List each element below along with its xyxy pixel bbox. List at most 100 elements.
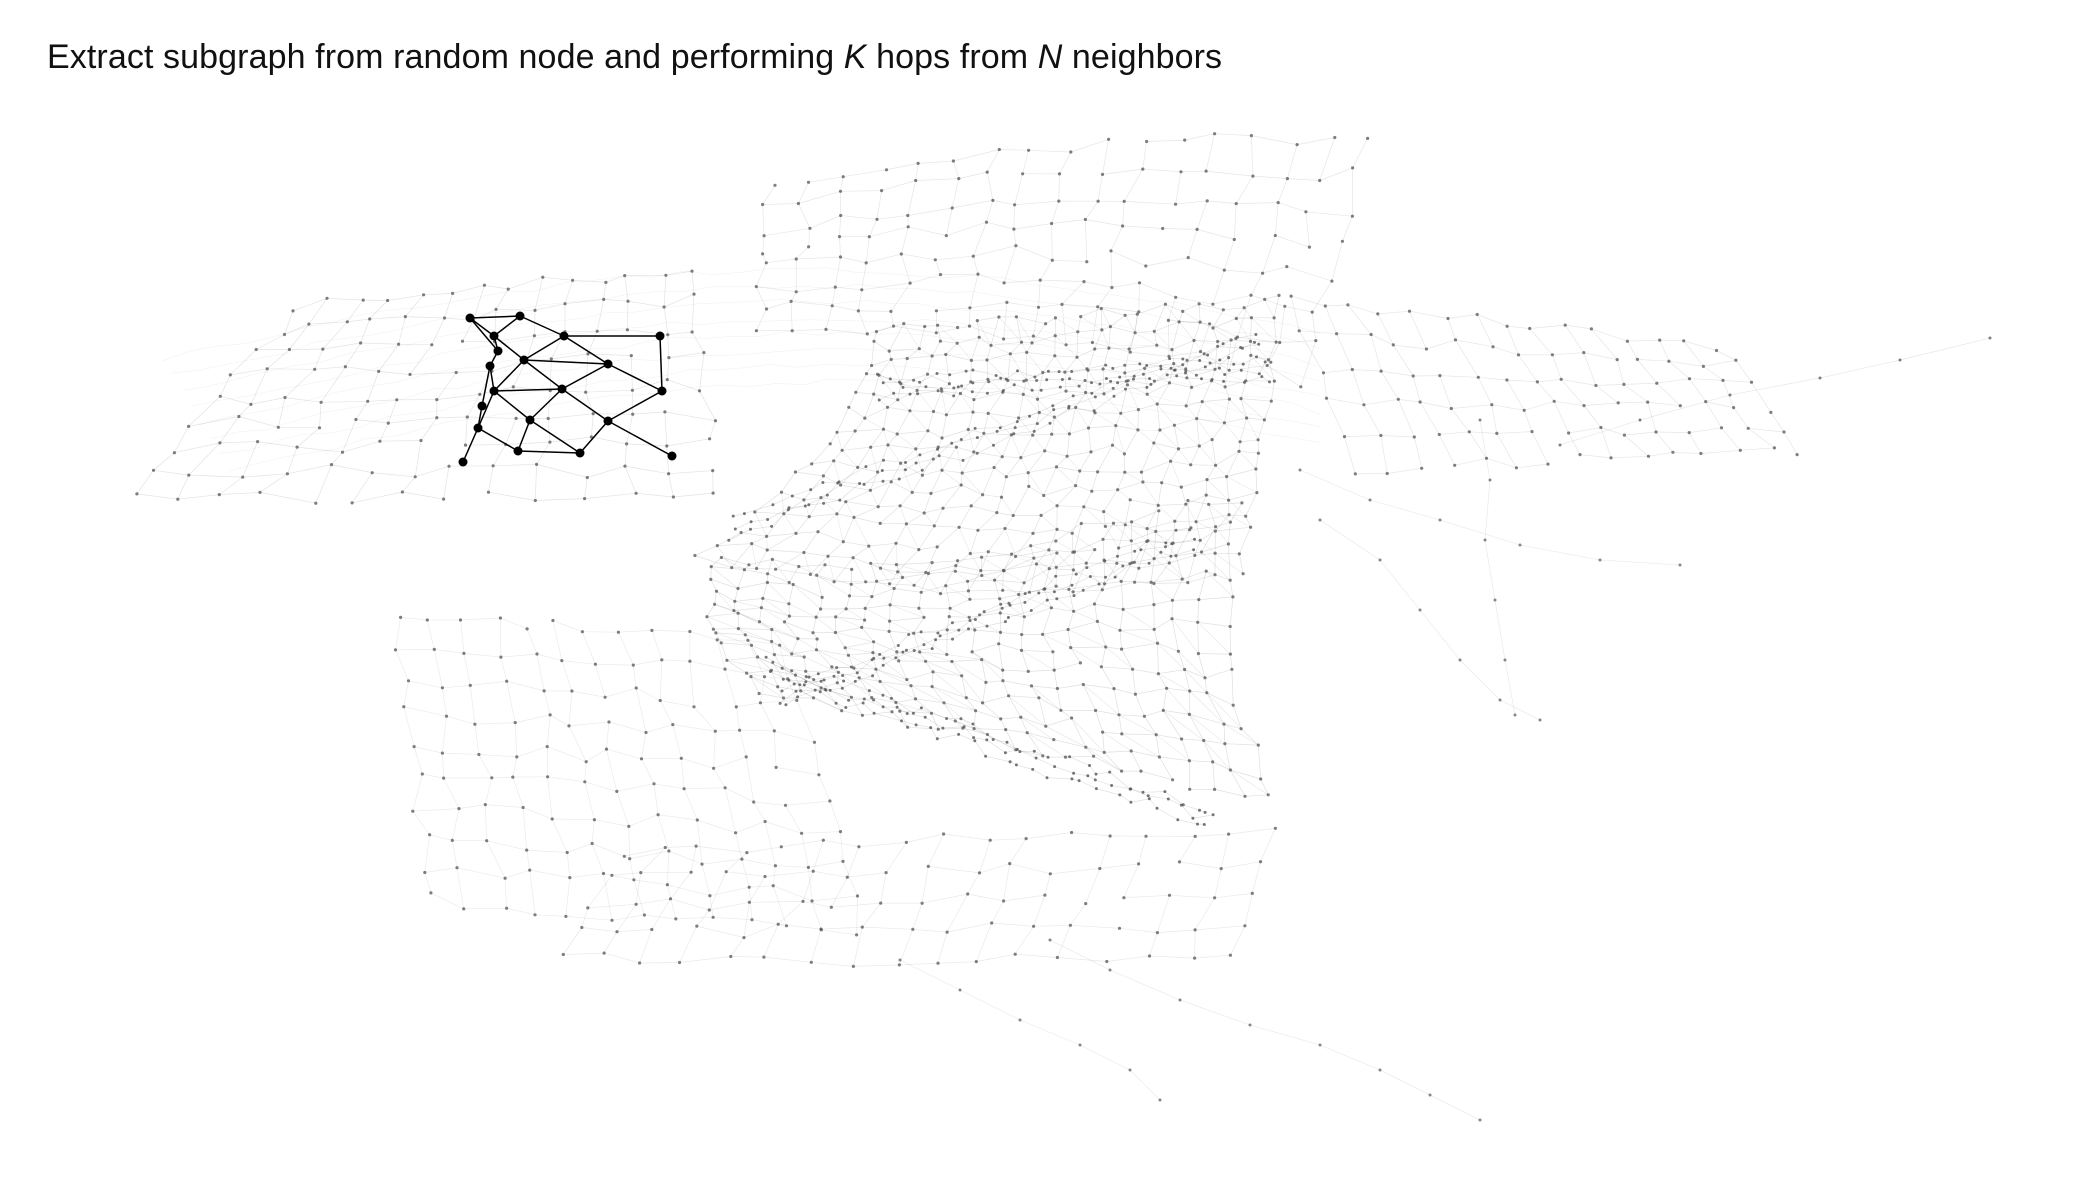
graph-edge <box>670 898 710 911</box>
graph-edge <box>633 659 662 666</box>
graph-edge <box>836 666 852 668</box>
graph-node <box>896 570 900 574</box>
graph-edge <box>868 321 897 323</box>
subgraph-node <box>489 331 499 341</box>
graph-edge <box>1037 390 1067 400</box>
graph-edge <box>1260 778 1269 795</box>
graph-edge <box>1110 250 1146 267</box>
graph-edge <box>955 720 975 729</box>
graph-node <box>888 582 892 586</box>
graph-edge <box>845 501 879 508</box>
graph-edge <box>658 814 698 821</box>
subgraph-node <box>575 448 585 458</box>
graph-node <box>1193 928 1197 932</box>
graph-node <box>1192 338 1196 343</box>
graph-node <box>442 497 446 501</box>
graph-edge <box>1185 494 1207 505</box>
graph-edge <box>485 804 524 808</box>
graph-edge <box>897 549 920 573</box>
graph-edge <box>831 287 836 306</box>
graph-node <box>1043 587 1047 591</box>
graph-edge <box>1326 398 1345 437</box>
graph-node <box>1563 323 1567 327</box>
graph-edge <box>1030 540 1056 547</box>
graph-node <box>871 651 875 655</box>
graph-edge <box>1238 450 1259 454</box>
graph-edge <box>1623 382 1657 385</box>
graph-edge <box>653 783 659 815</box>
graph-edge <box>1529 324 1566 329</box>
graph-edge <box>1198 571 1207 600</box>
graph-edge <box>1131 540 1155 559</box>
graph-node <box>638 961 642 965</box>
graph-node <box>1030 341 1034 345</box>
graph-node <box>817 773 821 777</box>
graph-node <box>1172 362 1176 366</box>
graph-edge <box>616 929 652 933</box>
graph-edge <box>1212 318 1237 329</box>
graph-edge <box>1668 360 1690 379</box>
graph-edge <box>643 321 672 328</box>
graph-edge <box>1006 472 1029 478</box>
graph-edge <box>891 288 916 290</box>
graph-edge <box>1175 200 1208 205</box>
graph-node <box>1221 308 1225 312</box>
graph-edge <box>1214 868 1222 898</box>
graph-node <box>912 583 916 587</box>
subgraph-node <box>493 346 503 356</box>
graph-edge <box>933 411 947 416</box>
graph-edge <box>1232 332 1264 335</box>
graph-node <box>549 357 553 361</box>
subgraph-node <box>603 359 613 369</box>
graph-node <box>809 488 813 492</box>
graph-edge <box>1212 761 1231 771</box>
graph-node <box>1687 377 1692 381</box>
graph-node <box>713 419 718 423</box>
graph-edge <box>219 476 243 495</box>
graph-edge <box>992 200 1015 206</box>
graph-node <box>764 307 769 311</box>
graph-node <box>589 435 594 439</box>
graph-edge <box>781 839 824 848</box>
graph-edge <box>766 258 797 264</box>
page-title: Extract subgraph from random node and pe… <box>47 38 1222 77</box>
graph-edge <box>1028 466 1057 474</box>
graph-edge <box>667 884 677 919</box>
graph-edge <box>915 446 939 450</box>
graph-node <box>1476 375 1480 379</box>
graph-node <box>1105 959 1109 964</box>
graph-edge <box>879 681 897 703</box>
graph-edge <box>1157 642 1179 652</box>
graph-edge <box>1097 306 1139 313</box>
graph-node <box>955 341 959 345</box>
graph-node <box>875 579 879 583</box>
graph-node <box>972 727 976 731</box>
graph-node <box>1041 370 1045 375</box>
graph-node <box>1097 582 1101 586</box>
graph-node <box>1008 862 1012 866</box>
graph-edge <box>747 639 780 646</box>
graph-edge <box>889 588 895 605</box>
graph-edge <box>899 710 932 714</box>
graph-edge <box>952 628 969 640</box>
graph-edge <box>760 702 775 732</box>
graph-edge <box>1119 376 1135 378</box>
graph-node <box>936 389 940 393</box>
graph-edge <box>986 359 989 380</box>
graph-edge <box>460 617 501 621</box>
graph-edge <box>853 506 879 518</box>
graph-edge <box>1439 375 1452 409</box>
graph-edge <box>1014 173 1023 205</box>
graph-node <box>1298 468 1302 472</box>
graph-node <box>1020 633 1024 637</box>
graph-edge <box>927 373 950 385</box>
graph-edge <box>1078 780 1097 789</box>
subgraph-edge <box>659 335 663 392</box>
graph-edge <box>881 180 916 191</box>
graph-node <box>819 686 823 690</box>
graph-edge <box>971 643 999 653</box>
graph-node <box>1049 606 1053 610</box>
graph-node <box>906 725 910 729</box>
graph-node <box>1646 400 1650 404</box>
graph-node <box>770 627 774 632</box>
